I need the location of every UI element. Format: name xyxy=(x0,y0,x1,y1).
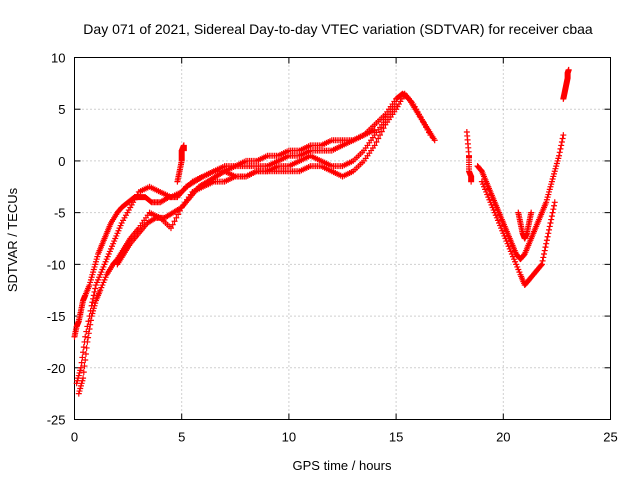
series-track-b xyxy=(73,101,400,387)
series-late-rise xyxy=(560,66,572,102)
data-point-markers xyxy=(560,66,572,102)
data-point-markers xyxy=(474,132,567,263)
x-tick-label: 5 xyxy=(178,430,185,445)
data-point-markers xyxy=(463,128,475,185)
series-spike-5h xyxy=(174,142,187,185)
series-track-d xyxy=(114,126,378,268)
data-point-markers xyxy=(174,142,187,185)
series-evening-track-c xyxy=(515,209,535,242)
x-tick-label: 25 xyxy=(603,430,617,445)
axis-ticks: 0 5 10 15 20 25 -25 -20 -15 -10 -5 0 5 10 xyxy=(47,51,618,445)
data-points xyxy=(71,66,572,397)
x-tick-label: 0 xyxy=(71,430,78,445)
plot-frame xyxy=(74,57,611,420)
y-tick-label: -15 xyxy=(47,309,66,324)
data-point-markers xyxy=(478,178,558,289)
y-tick-label: -5 xyxy=(54,206,66,221)
data-point-markers xyxy=(73,101,400,387)
y-tick-label: -25 xyxy=(47,413,66,428)
data-point-markers xyxy=(515,209,535,242)
series-evening-early xyxy=(463,128,475,185)
x-tick-label: 10 xyxy=(282,430,296,445)
data-point-markers xyxy=(114,126,378,268)
y-tick-label: 10 xyxy=(51,51,65,66)
y-tick-label: -20 xyxy=(47,361,66,376)
x-axis-label: GPS time / hours xyxy=(293,458,392,473)
x-tick-label: 20 xyxy=(496,430,510,445)
series-evening-track-b xyxy=(478,178,558,289)
series-evening-track-a xyxy=(474,132,567,263)
x-tick-label: 15 xyxy=(389,430,403,445)
y-tick-label: 5 xyxy=(58,102,65,117)
y-tick-label: 0 xyxy=(58,154,65,169)
y-axis-label: SDTVAR / TECUs xyxy=(5,187,20,292)
chart-title: Day 071 of 2021, Sidereal Day-to-day VTE… xyxy=(83,21,593,37)
y-tick-label: -10 xyxy=(47,257,66,272)
